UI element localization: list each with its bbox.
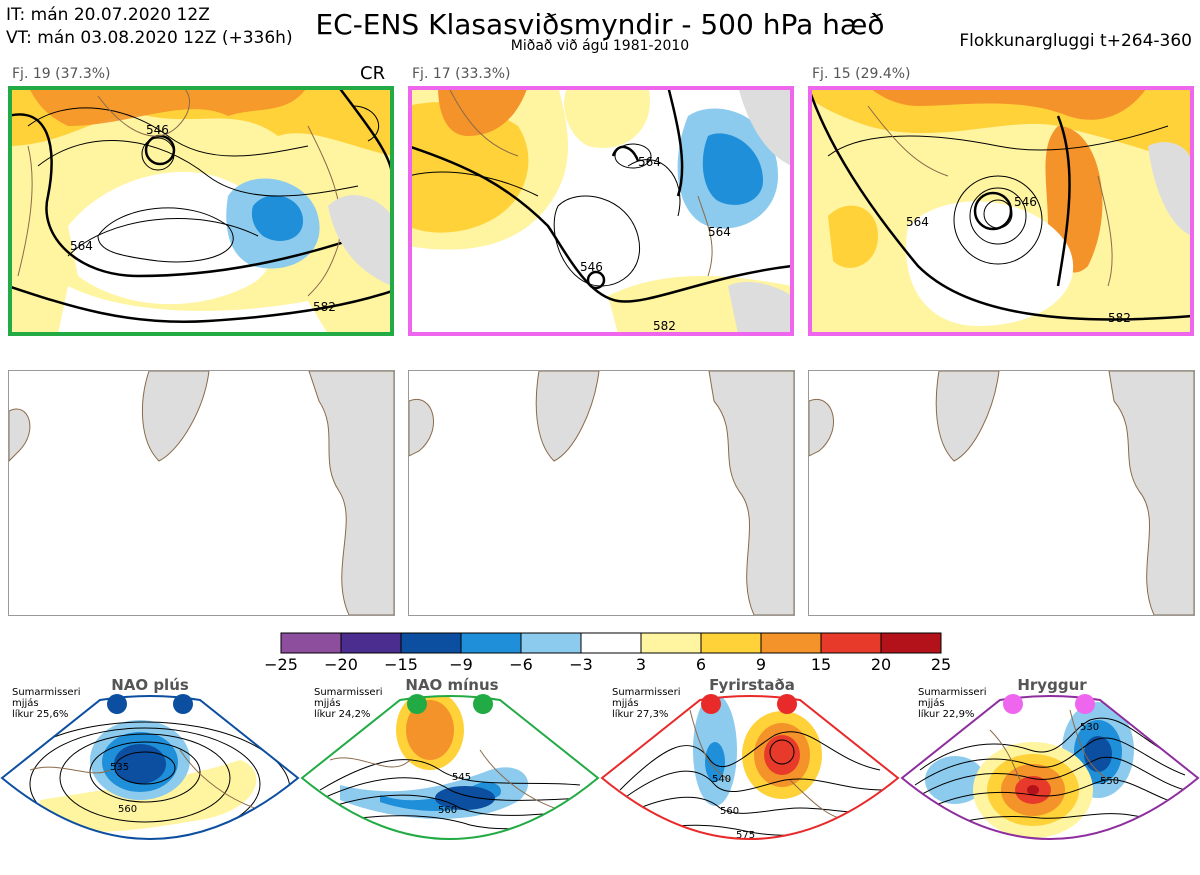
basemap-2 [408,370,795,616]
regime-3-contour-label: 560 [720,806,739,817]
colorbar-segment [760,632,822,654]
colorbar-tick-label: −20 [324,655,358,674]
colorbar-tick-label: 20 [870,655,892,674]
regime-3-note: Sumarmisseri mjjás líkur 27,3% [612,687,680,720]
colorbar-tick-label: −6 [509,655,533,674]
colorbar-tick-label: −25 [264,655,298,674]
regime-note-line: líkur 27,3% [612,709,669,720]
regime-1-note: Sumarmisseri mjjás líkur 25,6% [12,687,80,720]
panel-2-contour-label: 564 [638,155,661,169]
panel-3-contour-label: 564 [906,215,929,229]
regime-2-contour-label: 560 [438,805,457,816]
colorbar-tick-label: −3 [569,655,593,674]
panel-1-contour-label: 564 [70,239,93,253]
panel-2-contour-label: 564 [708,225,731,239]
panel-1-contour-label: 546 [146,123,169,137]
valid-time: VT: mán 03.08.2020 12Z (+336h) [6,28,293,48]
regime-4-contour-label: 530 [1080,722,1099,733]
panel-3-contour-label: 546 [1014,195,1037,209]
regime-note-line: líkur 24,2% [314,709,371,720]
header-run-info: IT: mán 20.07.2020 12Z VT: mán 03.08.202… [6,4,293,50]
regime-note-line: mjjás [918,698,945,709]
colorbar-segment [280,632,342,654]
regime-2-title: NAO mínus [405,676,499,694]
colorbar-segment [400,632,462,654]
regime-4-contour-label: 575 [1096,836,1115,847]
colorbar-tick-label: 6 [695,655,707,674]
regime-4-contour-label: 550 [1100,776,1119,787]
regime-4-dot [1075,694,1095,714]
panel-2-label: Fj. 17 (33.3%) [412,66,511,82]
regime-2-contour-label: 575 [448,839,467,850]
regime-note-line: líkur 25,6% [12,709,69,720]
panel-3-border [808,86,1194,336]
cluster-map-3[interactable]: 546 564 582 [808,86,1192,334]
regime-note-line: mjjás [314,698,341,709]
panel-3-label: Fj. 15 (29.4%) [812,66,911,82]
colorbar-segment [880,632,942,654]
page-subtitle: Miðað við ágú 1981-2010 [510,38,690,54]
colorbar-tick-label: 25 [930,655,952,674]
page-title: EC-ENS Klasasviðsmyndir - 500 hPa hæð [315,8,885,41]
panel-1-contour-label: 582 [313,300,336,314]
regime-3-dot [777,694,797,714]
panel-1-border [8,86,394,336]
regime-note-line: mjjás [12,698,39,709]
panel-2-contour-label: 546 [580,260,603,274]
regime-2-dot [473,694,493,714]
regime-3-contour-label: 575 [736,830,755,841]
regime-1-map[interactable]: 535 560 [0,690,300,875]
regime-4-map[interactable]: 530 550 575 [900,690,1200,875]
panel-2-contour-label: 582 [653,319,676,333]
basemap-1 [8,370,395,616]
regime-note-line: Sumarmisseri [918,687,987,698]
colorbar-segment [460,632,522,654]
regime-1-contour-label: 560 [118,804,137,815]
regime-2-dot [407,694,427,714]
regime-3-contour-label: 540 [712,774,731,785]
colorbar-tick-label: −15 [384,655,418,674]
colorbar-segment [820,632,882,654]
regime-3-title: Fyrirstaða [709,676,795,694]
colorbar-tick-label: 3 [635,655,647,674]
colorbar-tick-label: −9 [449,655,473,674]
panel-1-label: Fj. 19 (37.3%) [12,66,111,82]
regime-1-dot [107,694,127,714]
regime-1-dot [173,694,193,714]
panel-1-tag: CR [360,63,386,84]
colorbar [280,632,944,658]
regime-1-contour-label: 535 [110,762,129,773]
regime-2-note: Sumarmisseri mjjás líkur 24,2% [314,687,382,720]
classification-window: Flokkunargluggi t+264-360 [959,31,1192,51]
cluster-map-1[interactable]: 546 564 582 [8,86,392,334]
regime-note-line: Sumarmisseri [612,687,681,698]
regime-4-title: Hryggur [1017,676,1087,694]
regime-1-title: NAO plús [111,676,189,694]
regime-note-line: Sumarmisseri [12,687,81,698]
colorbar-tick-label: 9 [755,655,767,674]
regime-note-line: Sumarmisseri [314,687,383,698]
regime-note-line: líkur 22,9% [918,709,975,720]
panel-3-contour-label: 582 [1108,311,1131,325]
regime-2-map[interactable]: 545 560 575 [300,690,600,875]
regime-3-map[interactable]: 540 560 575 [600,690,900,875]
basemap-3 [808,370,1195,616]
regime-4-dot [1003,694,1023,714]
colorbar-segment [340,632,402,654]
colorbar-tick-label: 15 [810,655,832,674]
colorbar-segment [640,632,702,654]
colorbar-segment [580,632,642,654]
colorbar-segment [700,632,762,654]
init-time: IT: mán 20.07.2020 12Z [6,5,210,25]
regime-3-dot [701,694,721,714]
cluster-map-2[interactable]: 564 546 564 582 [408,86,792,334]
colorbar-segment [520,632,582,654]
regime-2-contour-label: 545 [452,772,471,783]
regime-4-note: Sumarmisseri mjjás líkur 22,9% [918,687,986,720]
regime-note-line: mjjás [612,698,639,709]
panel-2-border [408,86,794,336]
